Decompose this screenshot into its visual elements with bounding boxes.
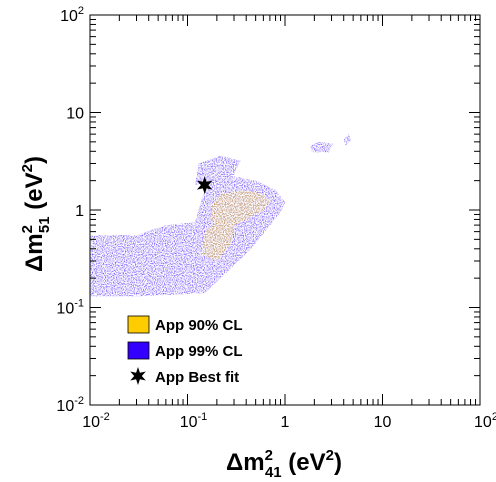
y-tick-label: 10-1 bbox=[56, 298, 84, 318]
legend-star bbox=[130, 367, 146, 385]
regions bbox=[90, 134, 352, 297]
legend-label: App Best fit bbox=[155, 369, 239, 386]
region-polygon bbox=[343, 134, 352, 146]
legend-swatch bbox=[127, 341, 150, 360]
best-fit-star bbox=[196, 176, 213, 195]
x-axis-title: Δm2 41 (eV2) bbox=[226, 447, 342, 481]
y-tick-label: 102 bbox=[60, 5, 84, 25]
region-app-90-cl bbox=[201, 190, 272, 261]
region-polygon bbox=[309, 141, 333, 153]
region-polygon bbox=[210, 190, 272, 229]
plot-area: 10-2 10-1 1 10 102 10-2 10-1 1 10 102 bbox=[56, 5, 496, 431]
x-tick-label: 10-1 bbox=[180, 411, 208, 431]
best-fit-layer bbox=[196, 176, 213, 195]
tick-labels: 10-2 10-1 1 10 102 10-2 10-1 1 10 102 bbox=[56, 5, 496, 431]
y-tick-label: 10-2 bbox=[56, 395, 84, 415]
x-tick-label: 1 bbox=[281, 414, 290, 431]
x-tick-label: 10-2 bbox=[82, 411, 110, 431]
legend-swatch bbox=[127, 315, 150, 334]
y-tick-label: 10 bbox=[66, 106, 84, 123]
x-tick-label: 102 bbox=[474, 411, 496, 431]
y-axis-title: Δm251 (eV2) bbox=[19, 156, 53, 272]
legend-label: App 99% CL bbox=[155, 343, 243, 360]
region-polygon bbox=[195, 155, 241, 186]
region-polygon bbox=[201, 222, 234, 261]
x-tick-label: 10 bbox=[374, 414, 392, 431]
legend-label: App 90% CL bbox=[155, 317, 243, 334]
y-tick-label: 1 bbox=[75, 203, 84, 220]
legend: App 90% CL App 99% CL App Best fit bbox=[127, 315, 243, 386]
ticks bbox=[89, 15, 480, 406]
